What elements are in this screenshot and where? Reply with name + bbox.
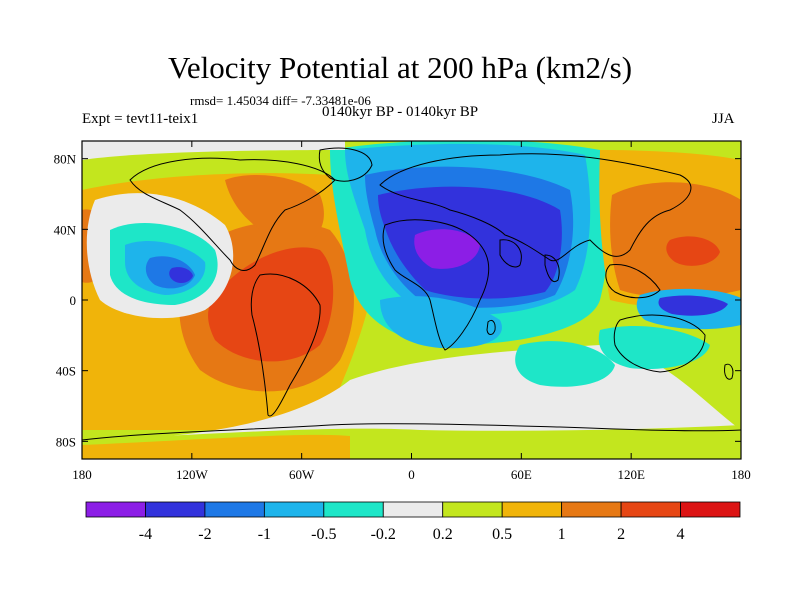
longitude-axis: 180 120W 60W 0 60E 120E 180 [72, 141, 751, 482]
lon-tick-label: 60W [289, 467, 315, 482]
colorbar-swatch [680, 501, 741, 518]
plot-title: Velocity Potential at 200 hPa (km2/s) [167, 50, 633, 85]
colorbar-swatch [620, 501, 681, 518]
colorbar-label: 4 [677, 526, 685, 543]
colorbar-swatch [382, 501, 444, 518]
colorbar-swatch [442, 501, 503, 518]
colorbar: -4 -2 -1 -0.5 -0.2 0.2 0.5 1 2 4 [85, 501, 741, 543]
lon-tick-label: 0 [408, 467, 415, 482]
period-label: 0140kyr BP - 0140kyr BP [322, 104, 479, 120]
lon-tick-label: 60E [511, 467, 532, 482]
lat-tick-label: 0 [70, 293, 77, 308]
colorbar-label: -1 [258, 526, 271, 543]
colorbar-swatch [85, 501, 146, 518]
colorbar-label: 1 [558, 526, 566, 543]
colorbar-swatch [145, 501, 206, 518]
lat-tick-label: 40S [56, 364, 76, 379]
lon-tick-label: 120W [176, 467, 209, 482]
colorbar-swatch [204, 501, 265, 518]
colorbar-label: -0.5 [311, 526, 336, 543]
latitude-axis: 80N 40N 0 40S 80S [54, 152, 741, 449]
lon-tick-label: 120E [617, 467, 645, 482]
colorbar-swatch [501, 501, 563, 518]
colorbar-swatch [263, 501, 325, 518]
lat-tick-label: 40N [54, 222, 77, 237]
lon-tick-label: 180 [731, 467, 751, 482]
lon-tick-label: 180 [72, 467, 92, 482]
lat-tick-label: 80S [56, 434, 76, 449]
experiment-label: Expt = tevt11-teix1 [82, 111, 199, 127]
coastlines [82, 147, 741, 441]
colorbar-label: -0.2 [371, 526, 396, 543]
rmsd-diff-stats: rmsd= 1.45034 diff= -7.33481e-06 [190, 93, 371, 108]
lat-tick-label: 80N [54, 152, 77, 167]
colorbar-label: 2 [617, 526, 625, 543]
colorbar-label: -4 [139, 526, 152, 543]
colorbar-swatch [323, 501, 384, 518]
contour-fill-layer [82, 141, 741, 459]
colorbar-swatch [561, 501, 622, 518]
colorbar-label: -2 [198, 526, 211, 543]
colorbar-label: 0.5 [492, 526, 512, 543]
season-label: JJA [712, 111, 735, 127]
colorbar-label: 0.2 [433, 526, 453, 543]
